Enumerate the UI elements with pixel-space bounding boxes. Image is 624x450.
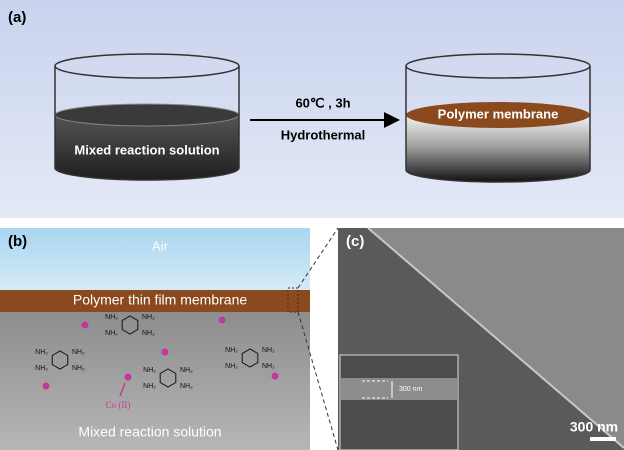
beaker-label: Mixed reaction solution bbox=[74, 142, 219, 157]
amine-label: NH₂ bbox=[262, 363, 275, 370]
amine-label: NH₂ bbox=[225, 347, 238, 354]
amine-label: NH₂ bbox=[180, 383, 193, 390]
panel-label: (b) bbox=[8, 233, 27, 250]
amine-label: NH₂ bbox=[35, 349, 48, 356]
amine-label: NH₂ bbox=[105, 314, 118, 321]
amine-label: NH₂ bbox=[72, 349, 85, 356]
air-layer bbox=[0, 228, 310, 290]
panel-label: (a) bbox=[8, 9, 26, 26]
condition: 60℃ , 3h bbox=[295, 95, 350, 110]
membrane-label: Polymer thin film membrane bbox=[73, 292, 247, 308]
inset-scale: 300 nm bbox=[399, 386, 423, 393]
amine-label: NH₂ bbox=[143, 367, 156, 374]
air-label: Air bbox=[152, 238, 169, 253]
panel-label: (c) bbox=[346, 233, 364, 250]
scale-bar bbox=[590, 437, 616, 441]
amine-label: NH₂ bbox=[225, 363, 238, 370]
inset bbox=[340, 355, 458, 450]
amine-label: NH₂ bbox=[180, 367, 193, 374]
figure: (a) Mixed reaction solution Polymer memb… bbox=[0, 0, 624, 450]
amine-label: NH₂ bbox=[105, 330, 118, 337]
scale-bar-label: 300 nm bbox=[570, 419, 618, 435]
solution-label: Mixed reaction solution bbox=[78, 424, 221, 440]
ion-label: Co (II) bbox=[106, 400, 131, 410]
amine-label: NH₂ bbox=[72, 365, 85, 372]
beaker-label: Polymer membrane bbox=[438, 106, 559, 121]
amine-label: NH₂ bbox=[262, 347, 275, 354]
amine-label: NH₂ bbox=[142, 330, 155, 337]
method: Hydrothermal bbox=[281, 127, 366, 142]
amine-label: NH₂ bbox=[35, 365, 48, 372]
amine-label: NH₂ bbox=[143, 383, 156, 390]
amine-label: NH₂ bbox=[142, 314, 155, 321]
page: (a) Mixed reaction solution Polymer memb… bbox=[0, 0, 624, 450]
